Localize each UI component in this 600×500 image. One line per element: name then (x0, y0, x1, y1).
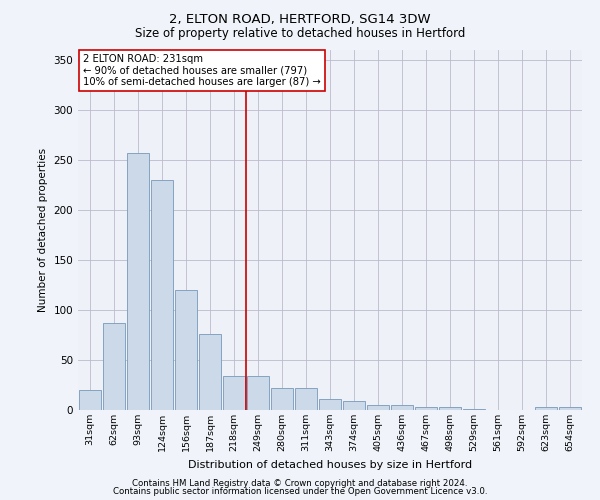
Y-axis label: Number of detached properties: Number of detached properties (38, 148, 48, 312)
Bar (199, 334, 221, 410)
Bar (463, 409, 485, 410)
X-axis label: Distribution of detached houses by size in Hertford: Distribution of detached houses by size … (188, 460, 472, 469)
Bar (271, 388, 293, 410)
Bar (415, 407, 437, 410)
Bar (535, 407, 557, 410)
Bar (103, 323, 125, 410)
Text: 2 ELTON ROAD: 231sqm
← 90% of detached houses are smaller (797)
10% of semi-deta: 2 ELTON ROAD: 231sqm ← 90% of detached h… (83, 54, 321, 87)
Bar (151, 180, 173, 410)
Text: Size of property relative to detached houses in Hertford: Size of property relative to detached ho… (135, 28, 465, 40)
Text: Contains HM Land Registry data © Crown copyright and database right 2024.: Contains HM Land Registry data © Crown c… (132, 478, 468, 488)
Bar (175, 290, 197, 410)
Bar (223, 376, 245, 410)
Bar (127, 153, 149, 410)
Bar (559, 407, 581, 410)
Text: Contains public sector information licensed under the Open Government Licence v3: Contains public sector information licen… (113, 488, 487, 496)
Text: 2, ELTON ROAD, HERTFORD, SG14 3DW: 2, ELTON ROAD, HERTFORD, SG14 3DW (169, 12, 431, 26)
Bar (343, 401, 365, 410)
Bar (319, 399, 341, 410)
Bar (79, 390, 101, 410)
Bar (295, 388, 317, 410)
Bar (367, 405, 389, 410)
Bar (247, 376, 269, 410)
Bar (391, 405, 413, 410)
Bar (439, 407, 461, 410)
